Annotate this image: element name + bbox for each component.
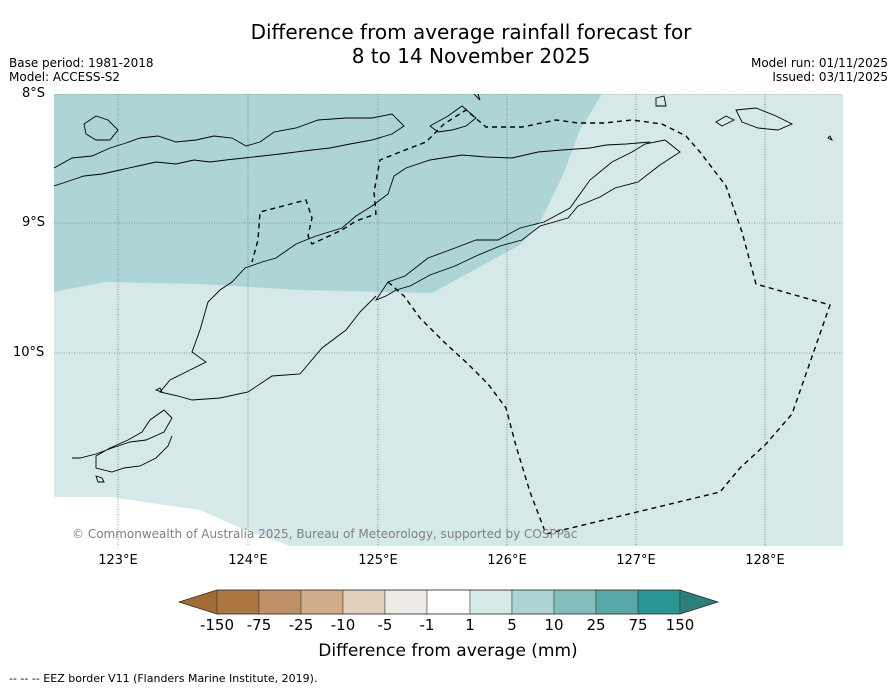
meta-right: Model run: 01/11/2025 Issued: 03/11/2025: [751, 56, 888, 84]
meta-left: Base period: 1981-2018 Model: ACCESS-S2: [9, 56, 154, 84]
colorbar-tick: 150: [665, 616, 695, 634]
colorbar-right-extend: [679, 589, 719, 615]
colorbar-segment: [511, 589, 555, 615]
colorbar-tick: 1: [465, 616, 475, 634]
title-line-2: 8 to 14 November 2025: [351, 44, 591, 68]
colorbar-tick: 25: [586, 616, 606, 634]
north-islands-coast: [83, 94, 794, 141]
colorbar-tick: -10: [330, 616, 356, 634]
chart-title: Difference from average rainfall forecas…: [0, 20, 896, 68]
timor-southwest-coast: [159, 141, 651, 401]
colorbar-tick: 10: [544, 616, 564, 634]
title-line-1: Difference from average rainfall forecas…: [250, 20, 692, 44]
colorbar-tick: -150: [199, 616, 235, 634]
flores-islands-coast: [54, 113, 405, 187]
colorbar-tick: 5: [507, 616, 517, 634]
colorbar-segment: [258, 589, 302, 615]
colorbar-left-extend: [178, 589, 218, 615]
lon-label-123e: 123°E: [98, 553, 138, 568]
lon-label-127e: 127°E: [616, 553, 656, 568]
colorbar-tick: -75: [246, 616, 272, 634]
timor-island-coast: [374, 139, 681, 301]
colorbar-tick: -1: [419, 616, 435, 634]
colorbar-segment: [469, 589, 513, 615]
colorbar-segment: [637, 589, 681, 615]
base-period: Base period: 1981-2018: [9, 56, 154, 70]
rote-savu-coast: [72, 409, 173, 473]
model-name: Model: ACCESS-S2: [9, 70, 121, 84]
colorbar-segment: [384, 589, 428, 615]
lon-label-124e: 124°E: [228, 553, 268, 568]
colorbar-outline: [177, 589, 720, 615]
colorbar-tick: -5: [377, 616, 393, 634]
coastlines: [54, 94, 834, 483]
colorbar-segment: [426, 589, 471, 615]
issued-date: Issued: 03/11/2025: [772, 70, 888, 84]
colorbar-tick: 75: [628, 616, 648, 634]
lat-label-10s: 10°S: [13, 345, 45, 360]
copyright-notice: © Commonwealth of Australia 2025, Bureau…: [72, 527, 578, 541]
colorbar-tick: -25: [288, 616, 314, 634]
lat-label-8s: 8°S: [22, 86, 46, 101]
lon-label-126e: 126°E: [487, 553, 527, 568]
colorbar-title: Difference from average (mm): [318, 641, 578, 661]
zone-5-to-10: [54, 94, 602, 293]
lat-label-9s: 9°S: [22, 215, 46, 230]
colorbar-segment: [553, 589, 597, 615]
small-islets: [95, 135, 834, 483]
lon-label-128e: 128°E: [745, 553, 785, 568]
colorbar-segment: [342, 589, 386, 615]
model-run: Model run: 01/11/2025: [750, 56, 888, 70]
lon-label-125e: 125°E: [358, 553, 398, 568]
eez-footnote: -- -- -- EEZ border V11 (Flanders Marine…: [9, 672, 318, 685]
colorbar-segment: [300, 589, 344, 615]
colorbar-segment: [216, 589, 260, 615]
colorbar-segment: [595, 589, 639, 615]
